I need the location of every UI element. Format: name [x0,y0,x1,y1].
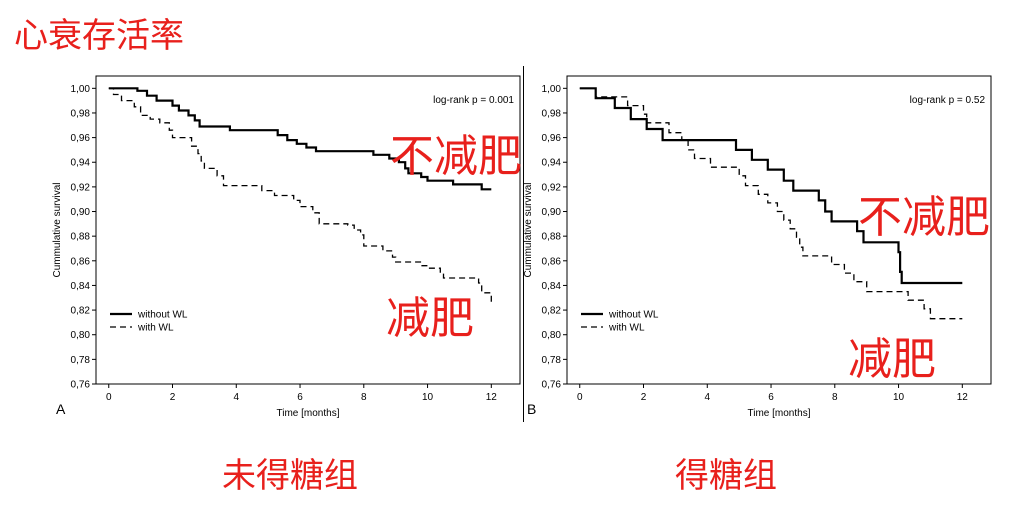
panel-b-y-tick-label: 0,90 [542,207,562,218]
panel-b-x-axis-label: Time [months] [748,408,811,419]
panel-divider [523,66,524,422]
panel-a-y-tick-label: 0,82 [71,306,91,317]
panel-a-y-tick-label: 0,96 [71,133,91,144]
panel-a-x-tick-label: 4 [233,392,239,403]
panel-a-x-tick-label: 2 [170,392,176,403]
panel-a-plot-frame [95,75,521,385]
panel-b-y-tick-label: 0,78 [542,355,562,366]
panel-b-y-tick-label: 0,88 [542,232,562,243]
panel-b-x-tick-label: 6 [768,392,774,403]
panel-a-y-tick-label: 0,90 [71,207,91,218]
panel-b-y-tick-label: 0,98 [542,108,562,119]
panel-a-y-tick-label: 0,88 [71,232,91,243]
panel-b-x-tick-label: 0 [577,392,583,403]
panel-b-y-tick-label: 0,80 [542,330,562,341]
page-title: 心衰存活率 [14,16,184,56]
panel-b-x-tick-label: 8 [832,392,838,403]
panel-b-y-tick-label: 0,96 [542,133,562,144]
panel-a-y-tick-label: 0,98 [71,108,91,119]
panel-b-y-tick-label: 0,94 [542,158,562,169]
panel-a-logrank-annotation: log-rank p = 0.001 [433,95,514,106]
panel-a-y-tick-label: 0,80 [71,330,91,341]
panel-a-letter: A [56,401,66,417]
panel-b-y-tick-label: 1,00 [542,84,562,95]
group-label-a: 未得糖组 [222,456,358,496]
panel-b-y-tick-label: 0,92 [542,182,562,193]
panel-a-series-without-wl [108,87,492,191]
panel-a-y-tick-label: 0,94 [71,158,91,169]
panel-b-x-tick-label: 12 [957,392,969,403]
panel-a-y-tick-label: 0,84 [71,281,91,292]
panel-b-y-tick-label: 0,76 [542,380,562,391]
panel-a-y-tick-label: 0,92 [71,182,91,193]
panel-b-y-tick-label: 0,86 [542,256,562,267]
panel-b-y-tick-label: 0,84 [542,281,562,292]
annotation-weight-loss-a: 减肥 [386,293,474,344]
panel-b-y-tick-label: 0,82 [542,306,562,317]
panel-a-x-tick-label: 6 [297,392,303,403]
panel-b-legend-label: without WL [608,310,659,321]
panel-b-x-tick-label: 4 [704,392,710,403]
panel-a-series-with-wl [108,87,492,303]
annotation-no-weight-loss-b: 不减肥 [858,192,990,243]
panel-b-series-with-wl [579,87,963,320]
panel-b-legend-label: with WL [608,323,645,334]
panel-a-y-tick-label: 0,78 [71,355,91,366]
panel-b-y-axis-label: Cummulative survival [523,182,534,277]
panel-a-legend-label: without WL [137,310,188,321]
panel-a-y-tick-label: 0,76 [71,380,91,391]
panel-a-x-tick-label: 0 [106,392,112,403]
panel-a-x-tick-label: 12 [486,392,498,403]
panel-a-x-tick-label: 8 [361,392,367,403]
panel-a-y-axis-label: Cummulative survival [52,182,63,277]
panel-a-x-axis-label: Time [months] [277,408,340,419]
panel-a-x-tick-label: 10 [422,392,434,403]
panel-a-legend-label: with WL [137,323,174,334]
panel-b-x-tick-label: 10 [893,392,905,403]
panel-b-logrank-annotation: log-rank p = 0.52 [910,95,986,106]
annotation-weight-loss-b: 减肥 [848,334,936,385]
panel-b-series-without-wl [579,87,963,285]
group-label-b: 得糖组 [675,456,777,496]
panel-b-plot-frame [566,75,992,385]
annotation-no-weight-loss-a: 不减肥 [390,131,522,182]
panel-a-y-tick-label: 0,86 [71,256,91,267]
panel-b-x-tick-label: 2 [641,392,647,403]
panel-b-letter: B [527,401,536,417]
panel-a-y-tick-label: 1,00 [71,84,91,95]
